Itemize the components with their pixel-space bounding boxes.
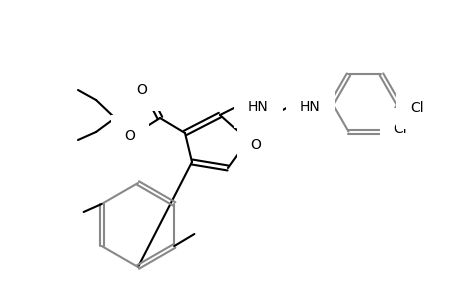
- Text: Cl: Cl: [409, 101, 423, 115]
- Text: HN: HN: [299, 100, 320, 114]
- Text: HN: HN: [247, 100, 268, 114]
- Text: Cl: Cl: [392, 122, 406, 136]
- Text: S: S: [253, 136, 262, 150]
- Text: O: O: [136, 83, 147, 97]
- Text: O: O: [124, 129, 135, 143]
- Text: O: O: [250, 138, 261, 152]
